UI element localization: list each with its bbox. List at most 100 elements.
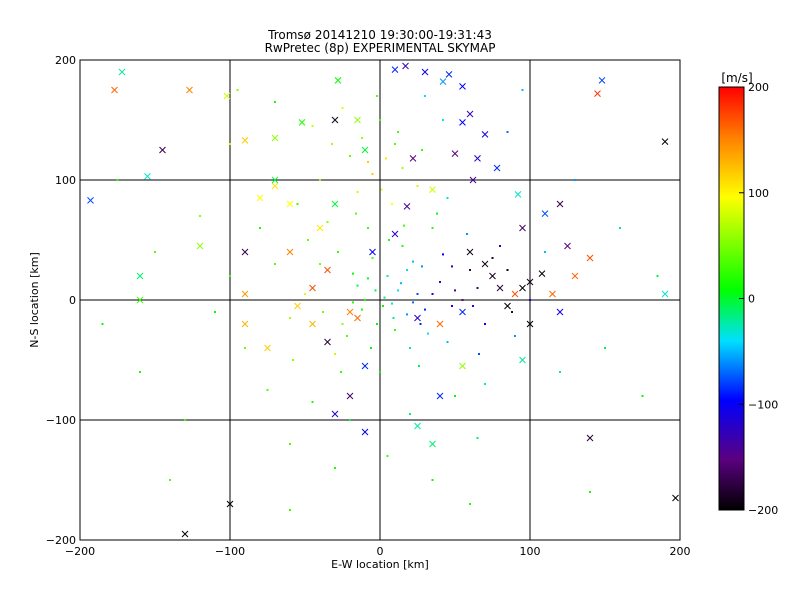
data-point-dot: [412, 301, 414, 304]
data-point-dot: [641, 395, 644, 397]
data-point-dot: [364, 299, 366, 301]
data-point-dot: [400, 282, 402, 285]
data-point-x: [271, 176, 279, 184]
data-point-dot: [397, 289, 399, 292]
data-point-dot: [484, 323, 486, 325]
data-point-dot: [469, 269, 471, 271]
data-point-dot: [451, 305, 453, 307]
data-point-x: [256, 194, 264, 202]
data-point-x: [354, 116, 361, 124]
data-point-x: [481, 260, 489, 268]
data-point-dot: [416, 293, 419, 295]
data-point-x: [286, 248, 294, 256]
data-point-dot: [446, 341, 449, 343]
data-point-x: [445, 71, 453, 78]
data-point-dot: [199, 215, 201, 217]
data-point-x: [324, 338, 331, 346]
data-point-x: [504, 302, 511, 310]
data-point-dot: [391, 302, 393, 305]
data-point-dot: [244, 347, 246, 349]
points-layer: [87, 62, 679, 538]
data-point-dot: [514, 335, 516, 337]
data-point-x: [286, 200, 294, 208]
data-point-x: [459, 308, 466, 316]
data-point-dot: [383, 296, 386, 299]
data-point-x: [226, 500, 234, 508]
data-point-dot: [319, 179, 321, 181]
data-point-dot: [326, 221, 329, 223]
data-point-dot: [289, 317, 291, 319]
data-point-dot: [355, 212, 357, 215]
data-point-x: [334, 77, 342, 84]
data-point-x: [451, 150, 459, 157]
data-point-x: [556, 308, 564, 316]
data-point-x: [118, 68, 126, 76]
data-point-x: [459, 119, 466, 126]
data-point-dot: [476, 287, 479, 289]
data-point-x: [361, 362, 369, 370]
data-point-dot: [169, 479, 171, 481]
x-tick-label: −200: [65, 545, 95, 558]
data-point-x: [264, 344, 271, 352]
data-point-x: [271, 134, 279, 142]
data-point-x: [661, 290, 669, 298]
data-point-dot: [274, 263, 276, 265]
data-point-x: [391, 230, 399, 238]
colorbar-tick-label: 0: [748, 293, 755, 306]
data-point-x: [298, 119, 306, 126]
data-point-dot: [296, 203, 299, 205]
data-point-dot: [361, 137, 363, 139]
data-point-dot: [484, 383, 486, 385]
data-point-x: [136, 272, 144, 280]
data-point-dot: [454, 289, 456, 292]
data-point-dot: [322, 311, 324, 313]
data-point-x: [144, 173, 151, 180]
data-point-dot: [154, 251, 156, 253]
data-point-dot: [367, 161, 369, 163]
data-point-dot: [380, 188, 383, 191]
data-point-dot: [409, 347, 411, 349]
x-tick-label: 200: [670, 545, 691, 558]
data-point-x: [369, 248, 376, 256]
data-point-x: [481, 131, 489, 138]
data-point-x: [309, 320, 316, 328]
data-point-x: [519, 284, 526, 292]
data-point-dot: [236, 89, 239, 91]
data-point-dot: [421, 149, 423, 151]
data-point-dot: [371, 257, 374, 259]
data-point-dot: [331, 143, 333, 145]
data-point-dot: [466, 233, 468, 235]
data-point-x: [324, 266, 331, 274]
data-point-dot: [334, 467, 336, 469]
data-point-dot: [184, 419, 186, 421]
data-point-x: [414, 422, 421, 430]
data-point-dot: [289, 509, 291, 511]
data-point-x: [241, 137, 249, 144]
data-point-dot: [442, 253, 444, 256]
data-point-dot: [304, 293, 306, 295]
data-point-dot: [214, 311, 216, 313]
colorbar-label: [m/s]: [721, 71, 752, 85]
y-tick-label: 200: [55, 54, 76, 67]
data-point-dot: [229, 143, 231, 145]
data-point-x: [556, 200, 564, 208]
data-point-dot: [401, 245, 404, 247]
data-point-dot: [478, 353, 480, 355]
data-point-x: [598, 77, 606, 84]
data-point-x: [541, 210, 549, 217]
data-point-dot: [476, 437, 479, 439]
data-point-x: [181, 530, 189, 538]
data-point-x: [391, 66, 399, 73]
data-point-dot: [382, 305, 384, 307]
data-point-dot: [469, 503, 471, 505]
data-point-dot: [506, 131, 509, 133]
data-point-x: [526, 278, 534, 286]
data-point-dot: [499, 245, 501, 247]
data-point-dot: [266, 389, 269, 391]
data-point-x: [466, 248, 474, 256]
data-point-dot: [439, 281, 441, 283]
colorbar-ticks: 200 100 0 −100 −200: [739, 81, 778, 517]
data-point-x: [549, 290, 556, 298]
data-point-dot: [386, 455, 389, 457]
data-point-x: [241, 248, 249, 256]
